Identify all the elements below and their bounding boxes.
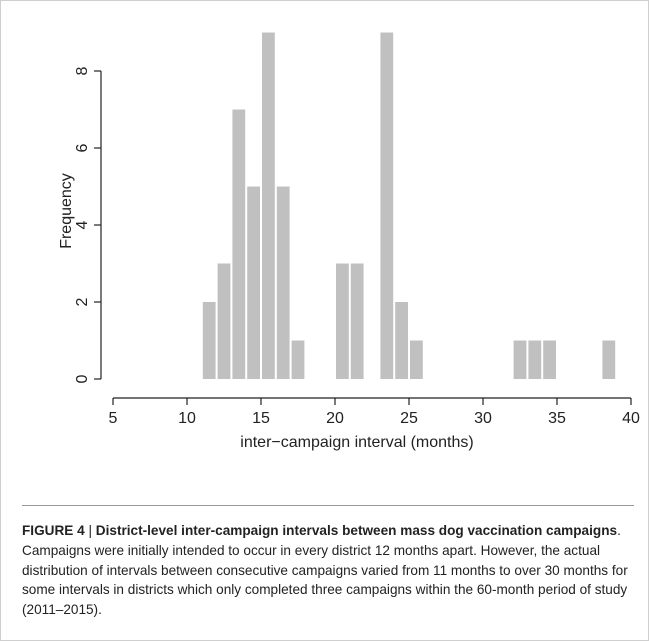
- histogram-bar-16-17: [276, 186, 290, 379]
- x-tick-label-30: 30: [474, 410, 492, 427]
- x-tick-label-40: 40: [622, 410, 640, 427]
- figure-title: District-level inter-campaign intervals …: [95, 523, 618, 538]
- bars-group: [202, 32, 616, 379]
- histogram-bar-23-24: [380, 32, 394, 379]
- histogram-bar-32-33: [513, 340, 527, 379]
- histogram-bar-11-12: [202, 302, 216, 379]
- histogram-chart: 5 10 15 20 25 30 35 40 0 2 4 6 8 inter−campaign int…: [58, 32, 640, 451]
- y-tick-label-8: 8: [74, 66, 91, 75]
- histogram-bar-34-35: [543, 340, 556, 379]
- histogram-bar-15-16: [262, 32, 275, 379]
- x-axis: 5 10 15 20 25 30 35 40: [109, 397, 640, 427]
- x-tick-label-10: 10: [178, 410, 196, 427]
- y-tick-label-4: 4: [74, 220, 91, 229]
- x-tick-label-5: 5: [109, 410, 118, 427]
- x-axis-label: inter−campaign interval (months): [240, 434, 473, 451]
- figure-caption: FIGURE 4 | District-level inter-campaign…: [22, 521, 634, 620]
- x-tick-label-15: 15: [252, 410, 270, 427]
- caption-separator: |: [84, 523, 96, 538]
- histogram-bar-13-14: [232, 109, 246, 379]
- y-tick-label-0: 0: [74, 374, 91, 383]
- histogram-bar-17-18: [291, 340, 305, 379]
- histogram-bar-38-39: [602, 340, 616, 379]
- histogram-bar-14-15: [247, 186, 260, 379]
- histogram-bar-24-25: [395, 302, 408, 379]
- histogram-bar-21-22: [350, 263, 364, 379]
- caption-separator-line: [22, 505, 634, 506]
- caption-body: . Campaigns were initially intended to o…: [22, 523, 628, 618]
- x-tick-label-35: 35: [548, 410, 566, 427]
- histogram-bar-33-34: [528, 340, 542, 379]
- figure-label: FIGURE 4: [22, 523, 85, 538]
- y-axis-label: Frequency: [58, 173, 75, 249]
- histogram-bar-20-21: [336, 263, 349, 379]
- histogram-bar-12-13: [217, 263, 231, 379]
- x-tick-label-25: 25: [400, 410, 418, 427]
- y-axis: 0 2 4 6 8: [74, 66, 102, 383]
- y-tick-label-2: 2: [74, 297, 91, 306]
- histogram-bar-25-26: [410, 340, 423, 379]
- x-tick-label-20: 20: [326, 410, 344, 427]
- y-tick-label-6: 6: [74, 143, 91, 152]
